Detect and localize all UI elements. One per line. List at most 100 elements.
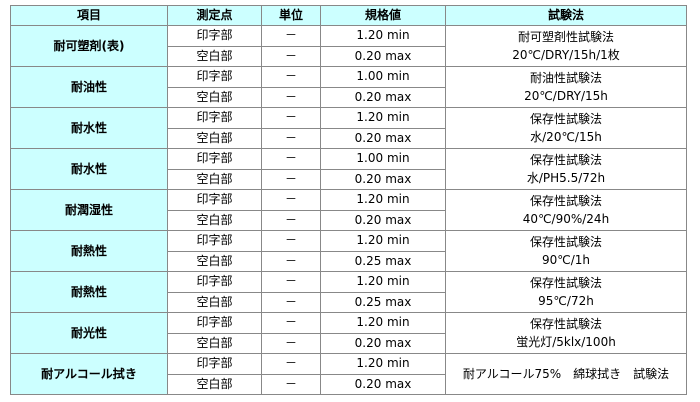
spec-cell: 0.20 max xyxy=(320,127,446,149)
point-cell: 空白部 xyxy=(167,168,262,190)
item-cell: 耐水性 xyxy=(10,148,168,190)
unit-cell: － xyxy=(261,148,321,170)
unit-cell: － xyxy=(261,312,321,334)
point-cell: 空白部 xyxy=(167,373,262,395)
method-line: 40℃/90%/24h xyxy=(522,212,610,226)
unit-cell: － xyxy=(261,86,321,108)
method-cell: 保存性試験法 水/PH5.5/72h xyxy=(445,148,687,190)
method-line: 保存性試験法 xyxy=(529,153,602,167)
method-line: 20℃/DRY/15h xyxy=(524,89,608,103)
point-cell: 印字部 xyxy=(167,107,262,129)
unit-cell: － xyxy=(261,373,321,395)
point-cell: 印字部 xyxy=(167,271,262,293)
point-cell: 空白部 xyxy=(167,86,262,108)
unit-cell: － xyxy=(261,209,321,231)
spec-cell: 0.25 max xyxy=(320,250,446,272)
spec-cell: 1.20 min xyxy=(320,230,446,252)
point-cell: 印字部 xyxy=(167,312,262,334)
item-cell: 耐可塑剤(表) xyxy=(10,25,168,67)
method-cell: 保存性試験法 蛍光灯/5klx/100h xyxy=(445,312,687,354)
point-cell: 印字部 xyxy=(167,353,262,375)
method-line: 耐可塑剤性試験法 xyxy=(517,30,614,44)
point-cell: 印字部 xyxy=(167,66,262,88)
header-item: 項目 xyxy=(10,5,168,26)
spec-cell: 0.20 max xyxy=(320,332,446,354)
spec-cell: 0.20 max xyxy=(320,86,446,108)
unit-cell: － xyxy=(261,168,321,190)
unit-cell: － xyxy=(261,291,321,313)
method-line: 20℃/DRY/15h/1枚 xyxy=(512,48,620,62)
spec-cell: 1.20 min xyxy=(320,271,446,293)
table-row: 耐潤湿性 印字部－ 1.20 min 保存性試験法 40℃/90%/24h xyxy=(10,189,687,231)
item-cell: 耐水性 xyxy=(10,107,168,149)
table-row: 空白部－ 0.25 max xyxy=(11,250,687,272)
method-line: 水/PH5.5/72h xyxy=(526,171,606,185)
method-line: 耐油性試験法 xyxy=(529,71,602,85)
table-row: 空白部－ 0.20 max xyxy=(11,209,687,231)
unit-cell: － xyxy=(261,332,321,354)
method-cell: 耐油性試験法 20℃/DRY/15h xyxy=(445,66,687,108)
method-cell: 保存性試験法 90℃/1h xyxy=(445,230,687,272)
table-row: 耐水性 印字部－ 1.20 min 保存性試験法 水/20℃/15h xyxy=(10,107,687,149)
point-cell: 印字部 xyxy=(167,25,262,47)
spec-cell: 0.20 max xyxy=(320,373,446,395)
method-line: 90℃/1h xyxy=(541,253,591,267)
point-cell: 空白部 xyxy=(167,291,262,313)
table-row: 空白部－ 0.20 max xyxy=(11,86,687,108)
unit-cell: － xyxy=(261,45,321,67)
item-cell: 耐光性 xyxy=(10,312,168,354)
spec-cell: 1.20 min xyxy=(320,353,446,375)
spec-cell: 0.20 max xyxy=(320,45,446,67)
point-cell: 印字部 xyxy=(167,230,262,252)
method-line: 水/20℃/15h xyxy=(530,130,602,144)
spec-cell: 0.25 max xyxy=(320,291,446,313)
spec-cell: 0.20 max xyxy=(320,168,446,190)
method-line: 95℃/72h xyxy=(538,294,594,308)
item-cell: 耐熱性 xyxy=(10,271,168,313)
point-cell: 空白部 xyxy=(167,127,262,149)
spec-cell: 1.00 min xyxy=(320,148,446,170)
spec-cell: 1.00 min xyxy=(320,66,446,88)
method-cell: 耐アルコール75% 綿球拭き 試験法 xyxy=(445,353,687,395)
table-row: 耐光性 印字部－ 1.20 min 保存性試験法 蛍光灯/5klx/100h xyxy=(10,312,687,354)
unit-cell: － xyxy=(261,189,321,211)
unit-cell: － xyxy=(261,353,321,375)
table-row: 耐油性 印字部－ 1.00 min 耐油性試験法 20℃/DRY/15h xyxy=(10,66,687,108)
item-cell: 耐熱性 xyxy=(10,230,168,272)
spec-table: 項目 測定点 単位 規格値 試験法 耐可塑剤(表) 印字部－ 1.20 min 耐可塑… xyxy=(10,5,687,395)
table-row: 耐熱性 印字部－ 1.20 min 保存性試験法 95℃/72h xyxy=(10,271,687,313)
method-line: 耐アルコール75% 綿球拭き 試験法 xyxy=(462,367,670,381)
method-cell: 保存性試験法 40℃/90%/24h xyxy=(445,189,687,231)
table-row: 耐熱性 印字部－ 1.20 min 保存性試験法 90℃/1h xyxy=(10,230,687,272)
item-cell: 耐アルコール拭き xyxy=(10,353,168,395)
table-row: 耐アルコール拭き 印字部－ 1.20 min 耐アルコール75% 綿球拭き 試験法 xyxy=(10,353,687,395)
spec-cell: 0.20 max xyxy=(320,209,446,231)
table-row: 空白部－ 0.20 max xyxy=(11,373,687,395)
unit-cell: － xyxy=(261,230,321,252)
spec-cell: 1.20 min xyxy=(320,189,446,211)
unit-cell: － xyxy=(261,271,321,293)
header-point: 測定点 xyxy=(167,5,262,26)
unit-cell: － xyxy=(261,127,321,149)
method-line: 保存性試験法 xyxy=(529,276,602,290)
method-cell: 保存性試験法 95℃/72h xyxy=(445,271,687,313)
point-cell: 空白部 xyxy=(167,209,262,231)
method-line: 保存性試験法 xyxy=(529,194,602,208)
spec-cell: 1.20 min xyxy=(320,25,446,47)
table-row: 耐可塑剤(表) 印字部－ 1.20 min 耐可塑剤性試験法 20℃/DRY/15h/1… xyxy=(10,25,687,67)
point-cell: 空白部 xyxy=(167,45,262,67)
unit-cell: － xyxy=(261,66,321,88)
unit-cell: － xyxy=(261,250,321,272)
method-line: 保存性試験法 xyxy=(529,112,602,126)
table-row: 耐水性 印字部－ 1.00 min 保存性試験法 水/PH5.5/72h xyxy=(10,148,687,190)
unit-cell: － xyxy=(261,25,321,47)
header-spec: 規格値 xyxy=(320,5,446,26)
method-cell: 耐可塑剤性試験法 20℃/DRY/15h/1枚 xyxy=(445,25,687,67)
point-cell: 空白部 xyxy=(167,250,262,272)
point-cell: 空白部 xyxy=(167,332,262,354)
method-line: 蛍光灯/5klx/100h xyxy=(516,335,616,349)
method-line: 保存性試験法 xyxy=(529,235,602,249)
table-row: 空白部－ 0.25 max xyxy=(11,291,687,313)
table-row: 空白部－ 0.20 max xyxy=(11,332,687,354)
table-row: 空白部－ 0.20 max xyxy=(11,168,687,190)
